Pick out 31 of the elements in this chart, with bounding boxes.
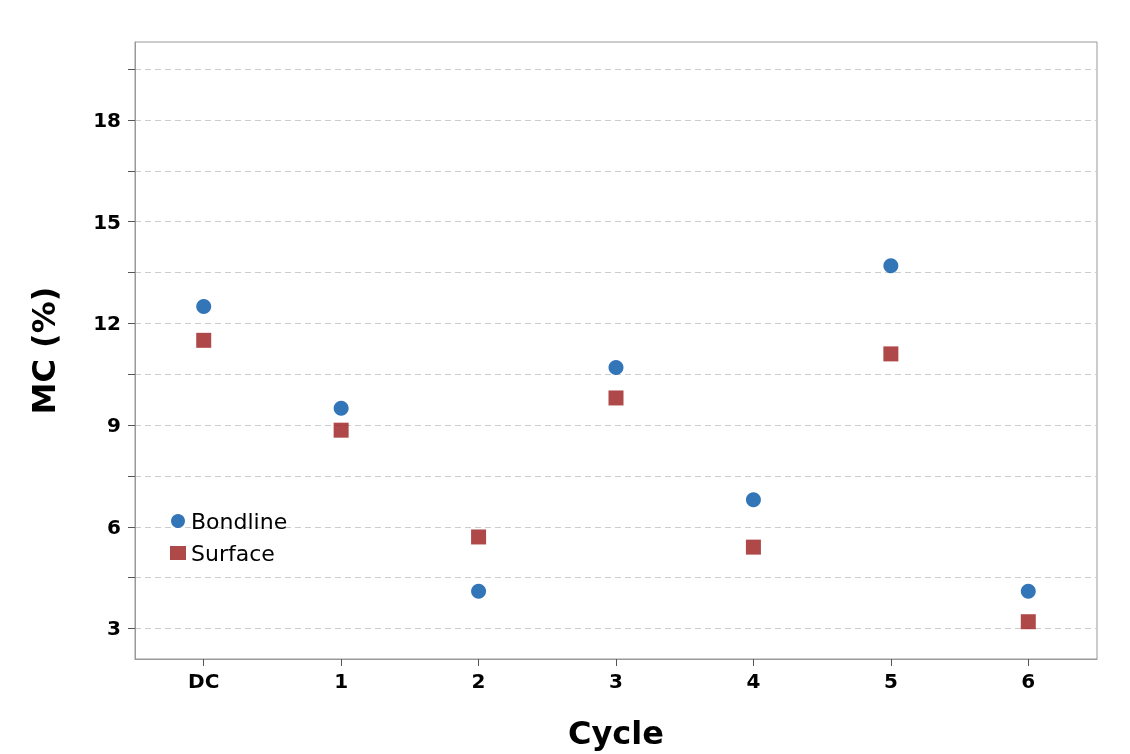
point <box>333 422 349 438</box>
x-tick-label: 6 <box>1021 669 1036 693</box>
x-tick-label: 1 <box>334 669 349 693</box>
x-tick-label: 4 <box>746 669 761 693</box>
y-tick-label: 18 <box>93 107 121 132</box>
point <box>745 539 761 555</box>
point <box>471 583 487 599</box>
point <box>608 390 624 406</box>
x-tick-label: 2 <box>471 669 486 693</box>
y-tick-label: 6 <box>107 514 121 539</box>
x-axis-title: Cycle <box>568 714 664 752</box>
y-tick-label: 12 <box>93 311 121 336</box>
point <box>1020 583 1036 599</box>
point <box>883 346 899 362</box>
point <box>333 400 349 416</box>
y-axis-title: MC (%) <box>25 286 63 415</box>
point <box>745 492 761 508</box>
point <box>1020 614 1036 630</box>
legend-label: Bondline <box>191 508 288 534</box>
x-tick-label: 3 <box>609 669 623 693</box>
point <box>608 359 624 375</box>
x-tick-label: 5 <box>883 669 898 693</box>
y-tick-label: 15 <box>93 209 121 234</box>
point <box>471 529 487 545</box>
x-tick-label: DC <box>188 669 220 693</box>
point <box>196 298 212 314</box>
point <box>883 258 899 274</box>
legend-label: Surface <box>191 540 275 566</box>
y-tick-label: 9 <box>107 413 121 438</box>
y-tick-label: 3 <box>107 616 121 641</box>
point <box>196 332 212 348</box>
